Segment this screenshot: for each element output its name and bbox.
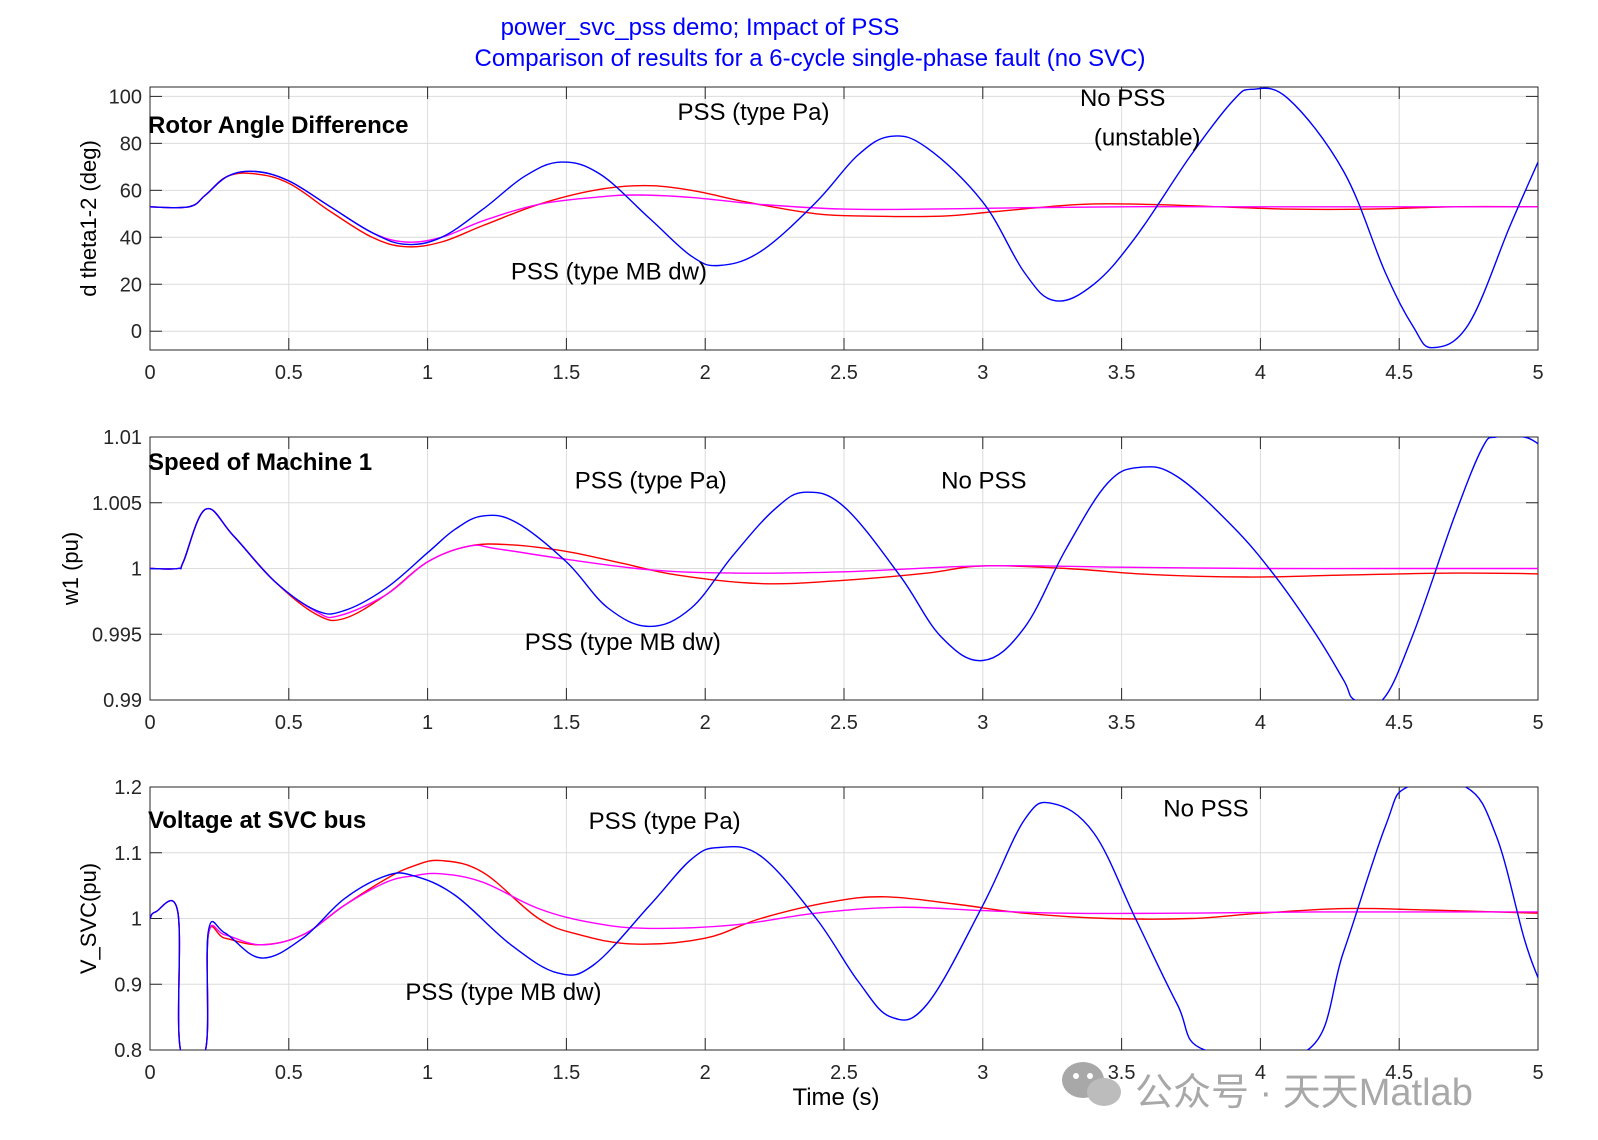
y-tick-label: 80 xyxy=(120,133,142,155)
x-axis-label: Time (s) xyxy=(792,1084,879,1111)
x-tick-label: 3.5 xyxy=(1108,712,1136,734)
series-line-no-pss xyxy=(150,787,1538,1050)
annotation-label: PSS (type MB dw) xyxy=(511,259,707,286)
y-axis-label: w1 (pu) xyxy=(58,532,83,606)
y-tick-label: 40 xyxy=(120,227,142,249)
y-tick-label: 1 xyxy=(131,909,142,931)
x-tick-label: 1 xyxy=(422,362,433,384)
x-tick-label: 2.5 xyxy=(830,712,858,734)
y-tick-label: 0.8 xyxy=(114,1040,142,1062)
y-tick-label: 0.99 xyxy=(103,690,142,712)
x-tick-label: 4.5 xyxy=(1385,1062,1413,1084)
y-tick-label: 20 xyxy=(120,274,142,296)
annotation-label: No PSS xyxy=(941,467,1026,494)
x-tick-label: 2.5 xyxy=(830,362,858,384)
y-axis-label: V_SVC(pu) xyxy=(76,863,101,974)
x-tick-label: 0.5 xyxy=(275,362,303,384)
x-tick-label: 0 xyxy=(144,1062,155,1084)
plot-speed-machine1: 0 0.5 1 1.5 2 2.5 3 3.5 4 4.5 5 0.99 0.995 1 1.005 1.01… xyxy=(58,427,1544,734)
x-tick-label: 3.5 xyxy=(1108,362,1136,384)
y-tick-label: 1.1 xyxy=(114,843,142,865)
x-tick-label: 1 xyxy=(422,1062,433,1084)
x-tick-label: 2.5 xyxy=(830,1062,858,1084)
y-tick-label: 1.2 xyxy=(114,777,142,799)
annotation-label: No PSS xyxy=(1080,85,1165,112)
annotation-label: PSS (type Pa) xyxy=(589,808,741,835)
x-tick-label: 5 xyxy=(1532,712,1543,734)
plot-title: Voltage at SVC bus xyxy=(148,807,366,834)
x-tick-label: 4.5 xyxy=(1385,362,1413,384)
annotation-label: PSS (type Pa) xyxy=(677,99,829,126)
watermark: 公众号 · 天天Matlab xyxy=(1062,1062,1473,1114)
x-tick-label: 3.5 xyxy=(1108,1062,1136,1084)
x-tick-label: 4.5 xyxy=(1385,712,1413,734)
plot-rotor-angle: 0 0.5 1 1.5 2 2.5 3 3.5 4 4.5 5 0 20 40 60 80 100 Rotor A… xyxy=(76,85,1544,384)
annotation-label: (unstable) xyxy=(1094,125,1201,152)
figure-title-line2: Comparison of results for a 6-cycle sing… xyxy=(475,45,1146,72)
plot-title: Rotor Angle Difference xyxy=(148,112,408,139)
x-tick-label: 4 xyxy=(1255,362,1266,384)
plot-voltage-svc-bus: 0 0.5 1 1.5 2 2.5 3 3.5 4 4.5 5 0.8 0.9 1 1.1 1.2 Voltag… xyxy=(76,777,1544,1084)
y-axis-label: d theta1-2 (deg) xyxy=(76,140,101,297)
annotation-label: PSS (type MB dw) xyxy=(525,629,721,656)
x-tick-label: 1.5 xyxy=(552,1062,580,1084)
y-tick-label: 0 xyxy=(131,321,142,343)
x-tick-label: 3 xyxy=(977,712,988,734)
watermark-text: 公众号 · 天天Matlab xyxy=(1135,1072,1473,1114)
figure-title-line1: power_svc_pss demo; Impact of PSS xyxy=(501,14,900,41)
x-tick-label: 5 xyxy=(1532,1062,1543,1084)
x-tick-label: 2 xyxy=(700,362,711,384)
x-tick-label: 0.5 xyxy=(275,712,303,734)
plot-title: Speed of Machine 1 xyxy=(148,449,372,476)
annotation-label: PSS (type Pa) xyxy=(575,467,727,494)
x-tick-label: 4 xyxy=(1255,712,1266,734)
series-line-no-pss xyxy=(150,87,1538,349)
x-tick-label: 3 xyxy=(977,362,988,384)
y-tick-label: 60 xyxy=(120,180,142,202)
x-tick-label: 0 xyxy=(144,712,155,734)
series-line-no-pss xyxy=(150,437,1538,700)
x-tick-label: 0.5 xyxy=(275,1062,303,1084)
x-tick-label: 0 xyxy=(144,362,155,384)
x-tick-label: 2 xyxy=(700,1062,711,1084)
wechat-icon xyxy=(1062,1062,1121,1106)
x-tick-label: 5 xyxy=(1532,362,1543,384)
y-tick-label: 0.995 xyxy=(92,624,142,646)
annotation-label: No PSS xyxy=(1163,796,1248,823)
annotation-label: PSS (type MB dw) xyxy=(405,979,601,1006)
y-tick-label: 1.01 xyxy=(103,427,142,449)
y-tick-label: 1.005 xyxy=(92,493,142,515)
x-tick-label: 3 xyxy=(977,1062,988,1084)
x-tick-label: 4 xyxy=(1255,1062,1266,1084)
x-tick-label: 1.5 xyxy=(552,362,580,384)
y-tick-label: 1 xyxy=(131,559,142,581)
y-tick-label: 0.9 xyxy=(114,974,142,996)
x-tick-label: 1 xyxy=(422,712,433,734)
x-tick-label: 1.5 xyxy=(552,712,580,734)
y-tick-label: 100 xyxy=(109,86,142,108)
x-tick-label: 2 xyxy=(700,712,711,734)
